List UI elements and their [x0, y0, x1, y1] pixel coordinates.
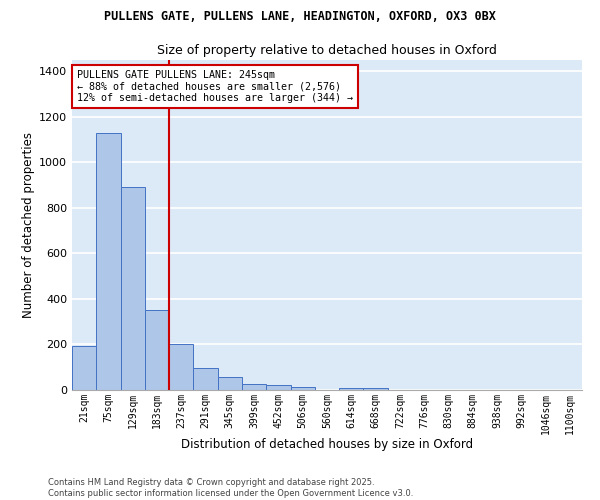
Bar: [290, 388, 315, 390]
Bar: [96, 133, 121, 390]
Bar: [364, 388, 388, 390]
Title: Size of property relative to detached houses in Oxford: Size of property relative to detached ho…: [157, 44, 497, 58]
Y-axis label: Number of detached properties: Number of detached properties: [22, 132, 35, 318]
Bar: [121, 188, 145, 390]
Text: PULLENS GATE PULLENS LANE: 245sqm
← 88% of detached houses are smaller (2,576)
1: PULLENS GATE PULLENS LANE: 245sqm ← 88% …: [77, 70, 353, 103]
Bar: [218, 377, 242, 390]
Bar: [193, 368, 218, 390]
Bar: [169, 344, 193, 390]
Bar: [266, 385, 290, 390]
Bar: [72, 346, 96, 390]
Text: PULLENS GATE, PULLENS LANE, HEADINGTON, OXFORD, OX3 0BX: PULLENS GATE, PULLENS LANE, HEADINGTON, …: [104, 10, 496, 23]
Bar: [145, 310, 169, 390]
X-axis label: Distribution of detached houses by size in Oxford: Distribution of detached houses by size …: [181, 438, 473, 451]
Bar: [339, 388, 364, 390]
Bar: [242, 384, 266, 390]
Text: Contains HM Land Registry data © Crown copyright and database right 2025.
Contai: Contains HM Land Registry data © Crown c…: [48, 478, 413, 498]
